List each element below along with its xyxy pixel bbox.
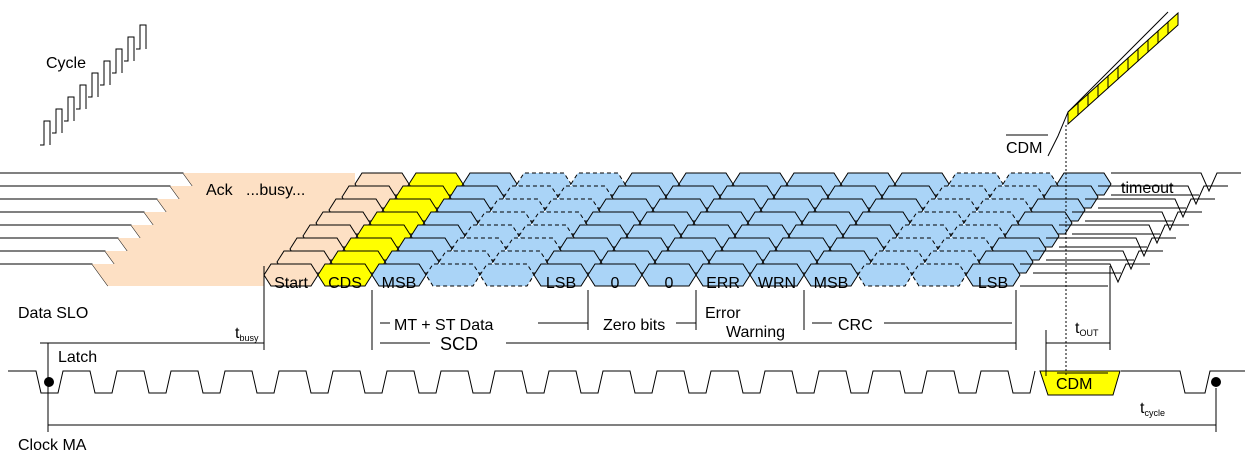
field-label: MSB: [382, 275, 417, 292]
cdm-pulse-cell: [1097, 74, 1109, 99]
scd-label: SCD: [440, 334, 478, 354]
group-label-crc: CRC: [838, 317, 873, 334]
row-lead-line: [0, 172, 200, 196]
field-label: 0: [611, 275, 620, 292]
data-slo-label: Data SLO: [18, 305, 88, 322]
busy-label: ...busy...: [246, 182, 305, 199]
bit-field: [479, 263, 535, 287]
cdm-top-pulse-train: [1006, 11, 1179, 376]
cycle-pulse: [136, 24, 147, 50]
cdm-pulse-cell: [1137, 38, 1149, 63]
data-slo-front-row: [0, 263, 1150, 287]
field-label: MSB: [814, 275, 849, 292]
field-label: Start: [274, 275, 308, 292]
latch-dot: [1211, 377, 1221, 387]
field-label: LSB: [546, 275, 576, 292]
cdm-pulse-cell: [1157, 20, 1169, 45]
cycle-label: Cycle: [46, 55, 86, 72]
cycle-pulse: [112, 48, 123, 74]
row-trail-line: [1098, 185, 1228, 206]
timing-dimension-lines: [40, 266, 1217, 432]
row-trail-line: [1059, 224, 1189, 245]
cdm-clock-label: CDM: [1056, 376, 1092, 393]
cdm-pulse-cell: [1167, 11, 1179, 36]
cycle-icon: [40, 24, 147, 146]
row-trail-line: [1046, 237, 1176, 258]
group-label-error: Error: [705, 305, 741, 322]
row-ack-region: [92, 264, 264, 286]
cycle-pulse: [100, 60, 111, 86]
stacked-cycle-rows: [0, 172, 1241, 274]
row-trail-line: [1033, 250, 1163, 271]
t-cycle-label: tcycle: [1140, 400, 1165, 418]
cycle-pulse: [124, 36, 135, 62]
cdm-pulse-cell: [1067, 101, 1079, 126]
cycle-pulse: [52, 108, 63, 134]
row-trail-line: [1085, 198, 1215, 219]
field-label: WRN: [758, 275, 796, 292]
cycle-pulse: [64, 96, 75, 122]
timeout-label: timeout: [1121, 180, 1174, 197]
front-row-field-labels: Start CDS MSB LSB 0 0 ERR WRN MSB LSB: [274, 275, 1008, 292]
bit-field: [857, 263, 913, 287]
ack-label: Ack: [206, 182, 234, 199]
cycle-pulse: [40, 120, 51, 146]
field-label: ERR: [706, 275, 740, 292]
latch-label: Latch: [58, 349, 97, 366]
cdm-clock-box: [1039, 370, 1121, 396]
clock-ma-tail: [1121, 370, 1245, 394]
cdm-pulse-cell: [1147, 29, 1159, 54]
row-trail-line: [1111, 172, 1241, 193]
cdm-pulse-cell: [1127, 47, 1139, 72]
row-lead-line: [0, 185, 187, 209]
row-trail-line: [1020, 263, 1150, 284]
stacked-row: [0, 185, 1228, 209]
cdm-top-label: CDM: [1006, 140, 1042, 157]
latch-dot: [44, 377, 54, 387]
cdm-top-edge: [1047, 11, 1169, 157]
cdm-pulse-cell: [1087, 83, 1099, 108]
cycle-pulse: [88, 72, 99, 98]
group-label-zero-bits: Zero bits: [603, 317, 665, 334]
bit-field: [965, 263, 1021, 287]
row-lead-line: [0, 198, 174, 222]
group-label-mt-st-data: MT + ST Data: [394, 317, 494, 334]
bit-field: [425, 263, 481, 287]
bit-field: [911, 263, 967, 287]
clock-ma-line: [8, 370, 1036, 394]
stacked-row: [0, 250, 1163, 274]
t-out-label: tOUT: [1075, 320, 1099, 338]
field-label: 0: [665, 275, 674, 292]
group-label-warning: Warning: [726, 324, 785, 341]
clock-ma-waveform: [8, 370, 1245, 394]
t-busy-label: tbusy: [235, 325, 259, 343]
field-label: CDS: [328, 275, 362, 292]
field-label: LSB: [978, 275, 1008, 292]
clock-ma-label: Clock MA: [18, 437, 87, 454]
cycle-pulse: [76, 84, 87, 110]
row-trail-line: [1072, 211, 1202, 232]
row-lead-line: [0, 263, 109, 287]
